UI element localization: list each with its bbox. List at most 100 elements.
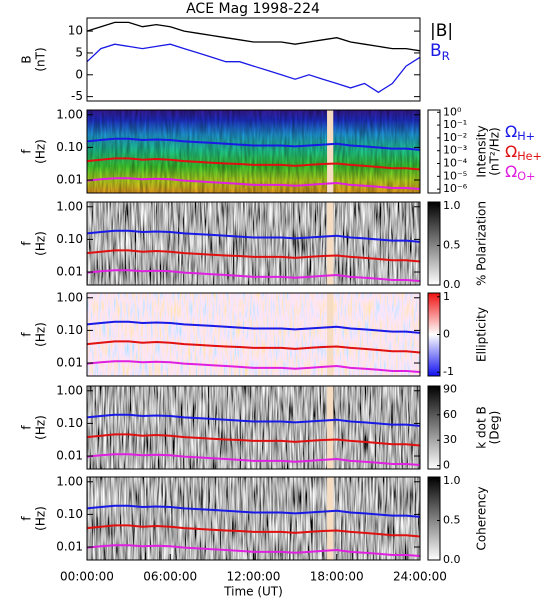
colorbar-tick-label: -1 <box>443 365 454 378</box>
series-line <box>86 320 421 334</box>
y-tick-label: 0 <box>75 67 83 81</box>
series-line <box>86 249 421 263</box>
legend-subscript: He+ <box>517 150 542 163</box>
legend-entry: |B| <box>430 21 453 41</box>
spectrogram-background <box>87 293 420 376</box>
colorbar-tick-label: 90 <box>443 382 457 395</box>
x-tick-label: 00:00:00 <box>60 570 114 584</box>
y-tick-label: 0.01 <box>56 540 83 554</box>
legend-name: |B| <box>430 21 453 41</box>
plot-frame <box>86 292 421 377</box>
legend-name: Ω <box>505 142 517 161</box>
y-axis-label: f <box>20 241 34 246</box>
legend-name: B <box>430 41 442 61</box>
y-tick-label: 1.00 <box>56 474 83 488</box>
legend-name: Ω <box>505 162 517 181</box>
y-tick-label: 1.00 <box>56 107 83 121</box>
colorbar <box>427 476 441 561</box>
x-tick-label: 18:00:00 <box>310 570 364 584</box>
series-line <box>86 43 421 94</box>
colorbar-tick-label: 60 <box>443 408 457 421</box>
legend-entry: ΩHe+ <box>505 142 542 164</box>
y-tick-label: 0.10 <box>56 507 83 521</box>
x-tick-label: 06:00:00 <box>143 570 197 584</box>
y-axis-label: f <box>20 425 34 430</box>
series-line <box>86 524 421 538</box>
colorbar-tick-label: 10⁰ <box>443 105 462 118</box>
colorbar-tick-label: 1.0 <box>443 199 461 212</box>
y-axis-label: (nT) <box>34 47 48 71</box>
series-line <box>86 21 421 52</box>
y-tick-label: 1.00 <box>56 290 83 304</box>
data-gap <box>327 110 334 193</box>
y-axis-label: B <box>20 55 34 63</box>
colorbar-tick-label: 10⁻⁶ <box>443 182 468 195</box>
series-line <box>86 360 421 373</box>
y-tick-label: -5 <box>71 89 83 103</box>
chart-title: ACE Mag 1998-224 <box>186 1 320 17</box>
legend-subscript: O+ <box>517 170 535 183</box>
colorbar-tick-label: 0.5 <box>443 513 461 526</box>
y-tick-label: 0.10 <box>56 323 83 337</box>
colorbar-label: (nT²/Hz) <box>488 127 502 175</box>
colorbar-tick-label: 0.0 <box>443 278 461 291</box>
colorbar-label: Coherency <box>475 486 489 550</box>
colorbar-tick-label: 0 <box>443 328 450 341</box>
series-line <box>86 340 421 354</box>
legend-subscript: H+ <box>517 130 535 143</box>
data-gap <box>327 386 334 469</box>
colorbar-tick-label: 10⁻² <box>443 131 467 144</box>
legend-entry: ΩO+ <box>505 162 535 184</box>
plot-frame <box>86 201 421 286</box>
y-axis-label: (Hz) <box>34 139 48 164</box>
colorbar-tick-label: 0.5 <box>443 238 461 251</box>
y-axis-label: (Hz) <box>34 231 48 256</box>
series-line <box>86 269 421 282</box>
colorbar-tick-label: 10⁻⁵ <box>443 169 467 182</box>
colorbar-label: Ellipticity <box>475 307 489 362</box>
series-line <box>86 413 421 427</box>
data-gap <box>327 202 334 285</box>
x-tick-label: 24:00:00 <box>393 570 447 584</box>
y-axis-label: (Hz) <box>34 322 48 347</box>
y-tick-label: 0.10 <box>56 232 83 246</box>
y-axis-label: f <box>20 149 34 154</box>
colorbar-label: Intensity <box>475 125 489 177</box>
y-tick-label: 1.00 <box>56 383 83 397</box>
series-line <box>86 433 421 447</box>
spectrogram-background <box>87 386 420 469</box>
series-line <box>86 504 421 518</box>
colorbar-tick-label: 0.0 <box>443 553 461 566</box>
legend-entry: BR <box>430 41 450 63</box>
colorbar-tick-label: 10⁻¹ <box>443 118 467 131</box>
legend-subscript: R <box>442 49 450 63</box>
y-tick-label: 0.01 <box>56 356 83 370</box>
x-tick-label: 12:00:00 <box>227 570 281 584</box>
colorbar-label: k dot B <box>475 406 489 448</box>
y-tick-label: 0.10 <box>56 140 83 154</box>
colorbar-tick-label: 1.0 <box>443 474 461 487</box>
colorbar-label: % Polarization <box>475 201 489 286</box>
y-tick-label: 0.01 <box>56 173 83 187</box>
series-line <box>86 137 421 151</box>
colorbar-tick-label: 30 <box>443 433 457 446</box>
plot-frame <box>86 109 421 194</box>
colorbar-tick-label: 1 <box>443 290 450 303</box>
series-line <box>86 453 421 466</box>
y-tick-label: 0.10 <box>56 416 83 430</box>
y-tick-label: 1.00 <box>56 199 83 213</box>
colorbar <box>427 109 441 194</box>
x-axis-label: Time (UT) <box>223 585 283 599</box>
colorbar-tick-label: 10⁻³ <box>443 144 467 157</box>
y-axis-label: (Hz) <box>34 506 48 531</box>
colorbar-tick-label: 10⁻⁴ <box>443 157 468 170</box>
legend-name: Ω <box>505 122 517 141</box>
data-gap <box>327 477 334 560</box>
plot-frame <box>86 385 421 470</box>
y-axis-label: (Hz) <box>34 415 48 440</box>
y-tick-label: 5 <box>75 45 83 59</box>
y-axis-label: f <box>20 332 34 337</box>
colorbar-tick-label: 0 <box>443 459 450 472</box>
series-line <box>86 157 421 171</box>
